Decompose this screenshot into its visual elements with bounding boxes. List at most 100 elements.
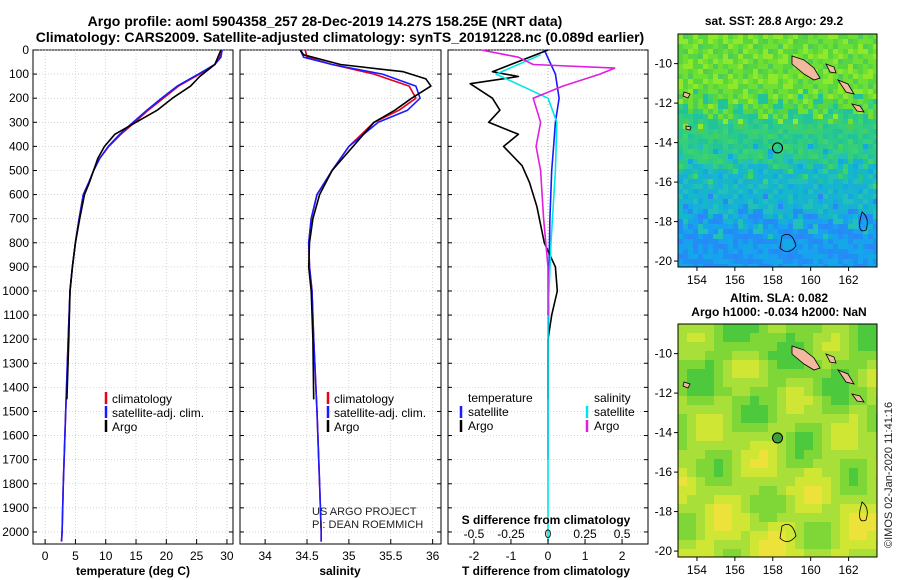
depth-tick-label: 200	[9, 91, 29, 105]
heatmap-cell	[858, 224, 864, 230]
heatmap-cell	[858, 134, 864, 140]
heatmap-cell	[813, 504, 823, 514]
heatmap-cell	[783, 204, 789, 210]
heatmap-cell	[693, 179, 699, 185]
heatmap-cell	[753, 129, 759, 135]
depth-tick-label: 1200	[2, 332, 29, 346]
heatmap-cell	[738, 79, 744, 85]
heatmap-cell	[763, 89, 769, 95]
heatmap-cell	[738, 119, 744, 125]
heatmap-cell	[708, 264, 714, 267]
heatmap-cell	[867, 396, 877, 406]
heatmap-cell	[705, 522, 715, 532]
heatmap-cell	[843, 109, 849, 115]
heatmap-cell	[693, 94, 699, 100]
heatmap-cell	[828, 204, 834, 210]
heatmap-cell	[738, 74, 744, 80]
heatmap-cell	[868, 39, 874, 45]
heatmap-cell	[723, 209, 729, 215]
heatmap-cell	[741, 342, 751, 352]
heatmap-cell	[793, 264, 799, 267]
heatmap-cell	[732, 513, 742, 523]
heatmap-cell	[831, 432, 841, 442]
heatmap-cell	[818, 164, 824, 170]
heatmap-cell	[748, 129, 754, 135]
heatmap-cell	[793, 194, 799, 200]
heatmap-cell	[678, 174, 684, 180]
heatmap-cell	[683, 254, 689, 260]
heatmap-cell	[848, 219, 854, 225]
heatmap-cell	[838, 129, 844, 135]
heatmap-cell	[693, 84, 699, 90]
heatmap-cell	[688, 254, 694, 260]
heatmap-cell	[831, 378, 841, 388]
heatmap-cell	[687, 468, 697, 478]
heatmap-cell	[703, 184, 709, 190]
heatmap-cell	[778, 169, 784, 175]
heatmap-cell	[813, 254, 819, 260]
heatmap-cell	[698, 169, 704, 175]
heatmap-cell	[788, 229, 794, 235]
heatmap-cell	[858, 504, 868, 514]
heatmap-cell	[748, 139, 754, 145]
heatmap-cell	[778, 244, 784, 250]
heatmap-cell	[768, 194, 774, 200]
sla-heatmap-cells	[678, 324, 877, 557]
heatmap-cell	[822, 540, 832, 550]
heatmap-cell	[688, 244, 694, 250]
heatmap-cell	[753, 94, 759, 100]
heatmap-cell	[732, 450, 742, 460]
credit-project: US ARGO PROJECT	[312, 506, 417, 518]
heatmap-cell	[833, 89, 839, 95]
heatmap-cell	[868, 229, 874, 235]
heatmap-cell	[728, 99, 734, 105]
heatmap-cell	[843, 224, 849, 230]
heatmap-cell	[803, 244, 809, 250]
heatmap-cell	[838, 54, 844, 60]
heatmap-cell	[678, 249, 684, 255]
heatmap-cell	[718, 254, 724, 260]
heatmap-cell	[838, 139, 844, 145]
heatmap-cell	[718, 144, 724, 150]
heatmap-cell	[723, 540, 733, 550]
heatmap-cell	[786, 549, 796, 557]
heatmap-cell	[783, 214, 789, 220]
heatmap-cell	[723, 169, 729, 175]
heatmap-cell	[753, 164, 759, 170]
heatmap-cell	[795, 405, 805, 415]
heatmap-cell	[777, 549, 787, 557]
heatmap-cell	[708, 124, 714, 130]
heatmap-cell	[818, 189, 824, 195]
x-tick-label: 25	[190, 549, 204, 563]
heatmap-cell	[688, 54, 694, 60]
heatmap-cell	[693, 109, 699, 115]
heatmap-cell	[858, 189, 864, 195]
heatmap-cell	[741, 459, 751, 469]
heatmap-cell	[858, 169, 864, 175]
heatmap-cell	[758, 139, 764, 145]
heatmap-cell	[803, 114, 809, 120]
heatmap-cell	[804, 513, 814, 523]
heatmap-cell	[732, 531, 742, 541]
x-tick-label: 1	[582, 549, 589, 563]
heatmap-cell	[868, 189, 874, 195]
heatmap-cell	[759, 522, 769, 532]
heatmap-cell	[693, 214, 699, 220]
heatmap-cell	[723, 59, 729, 65]
heatmap-cell	[813, 139, 819, 145]
heatmap-cell	[828, 209, 834, 215]
heatmap-cell	[688, 179, 694, 185]
heatmap-cell	[858, 139, 864, 145]
heatmap-cell	[788, 64, 794, 70]
heatmap-cell	[793, 144, 799, 150]
heatmap-cell	[853, 169, 859, 175]
heatmap-cell	[828, 104, 834, 110]
heatmap-cell	[758, 239, 764, 245]
heatmap-cell	[678, 94, 684, 100]
heatmap-cell	[838, 189, 844, 195]
heatmap-cell	[793, 129, 799, 135]
heatmap-cell	[823, 74, 829, 80]
heatmap-cell	[863, 189, 869, 195]
heatmap-cell	[753, 39, 759, 45]
heatmap-cell	[773, 134, 779, 140]
